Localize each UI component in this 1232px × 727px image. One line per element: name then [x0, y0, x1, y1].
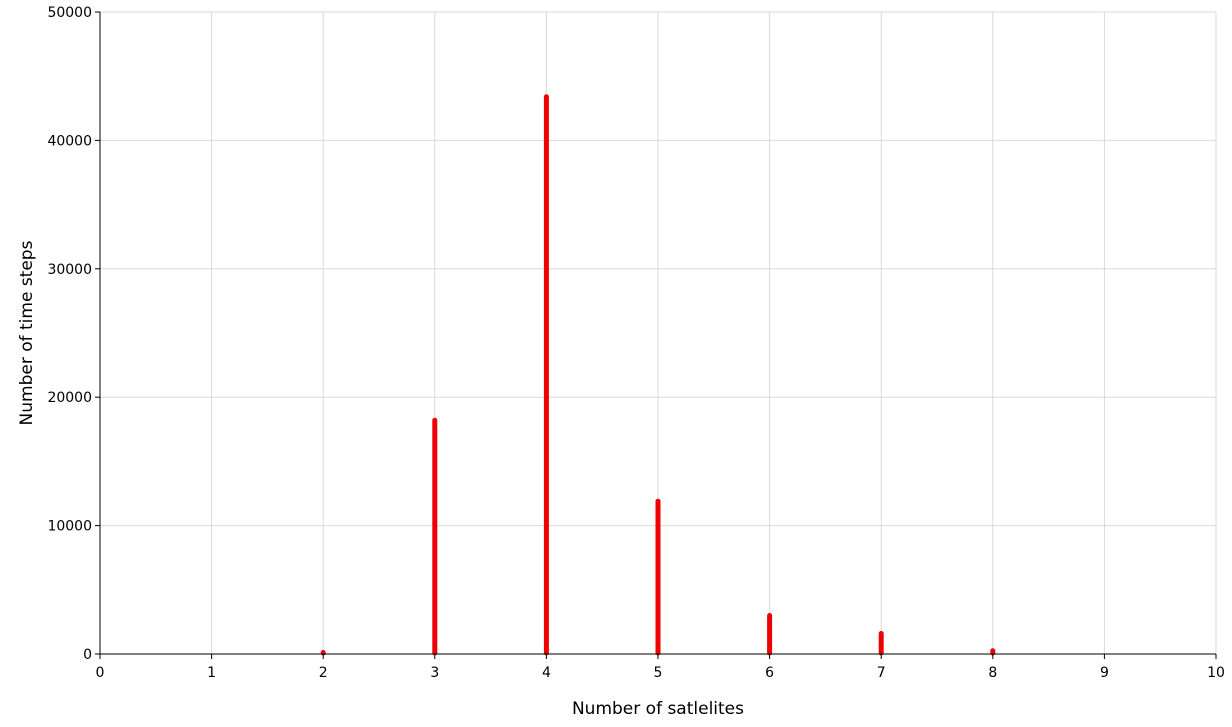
y-tick-labels: 0 10000 20000 30000 40000 50000 — [47, 5, 92, 663]
y-tick-label: 0 — [83, 647, 92, 663]
x-tick-label: 9 — [1100, 665, 1109, 681]
y-tick-label: 50000 — [47, 5, 92, 21]
x-tick-label: 10 — [1207, 665, 1225, 681]
bars — [320, 94, 996, 656]
x-tick-label: 2 — [319, 665, 328, 681]
y-axis-title: Number of time steps — [17, 240, 37, 425]
y-tick-label: 30000 — [47, 262, 92, 278]
axes — [95, 11, 1217, 659]
x-tick-labels: 0 1 2 3 4 5 6 7 8 9 10 — [96, 665, 1225, 681]
x-tick-label: 5 — [654, 665, 663, 681]
x-axis-title: Number of satlelites — [572, 699, 744, 719]
y-tick-label: 20000 — [47, 390, 92, 406]
x-tick-label: 6 — [765, 665, 774, 681]
x-tick-label: 7 — [877, 665, 886, 681]
grid — [100, 11, 1217, 654]
y-tick-label: 10000 — [47, 519, 92, 535]
x-tick-label: 1 — [207, 665, 216, 681]
x-tick-label: 4 — [542, 665, 551, 681]
x-tick-label: 8 — [988, 665, 997, 681]
x-tick-label: 3 — [430, 665, 439, 681]
y-tick-label: 40000 — [47, 133, 92, 149]
x-tick-label: 0 — [96, 665, 105, 681]
